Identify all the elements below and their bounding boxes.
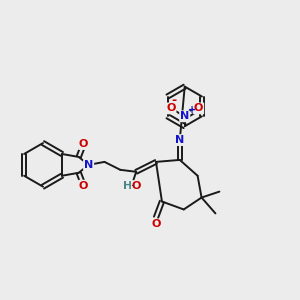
- Text: O: O: [131, 181, 141, 191]
- Text: O: O: [194, 103, 203, 113]
- Text: O: O: [79, 139, 88, 149]
- Text: +: +: [188, 105, 196, 116]
- Text: O: O: [79, 181, 88, 191]
- Text: ·: ·: [131, 181, 134, 191]
- Text: O: O: [166, 103, 176, 113]
- Text: N: N: [175, 135, 184, 145]
- Text: O: O: [151, 219, 161, 229]
- Text: N: N: [84, 160, 93, 170]
- Text: -: -: [171, 94, 176, 107]
- Text: H: H: [123, 181, 132, 191]
- Text: N: N: [180, 111, 189, 121]
